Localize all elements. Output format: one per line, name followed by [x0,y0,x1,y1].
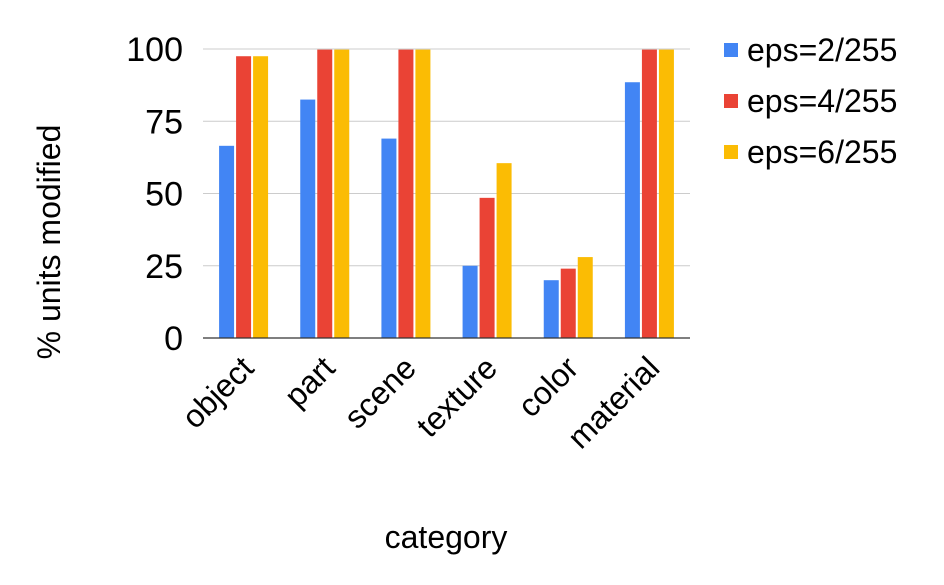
y-axis-ticks: 0 25 50 75 100 [126,31,183,358]
bar-texture-series-3 [496,163,512,338]
legend-swatch [724,145,738,159]
y-tick-label: 25 [145,248,183,286]
bar-object-series-1 [219,145,235,338]
bar-color-series-2 [560,268,576,338]
bars [219,49,674,338]
x-tick-label: color [511,349,586,424]
bar-object-series-3 [253,56,269,338]
gridlines [203,48,690,267]
x-axis-title: category [385,519,508,555]
bar-object-series-2 [236,56,252,338]
y-tick-label: 50 [145,176,183,214]
y-tick-label: 100 [126,31,183,69]
legend-label: eps=6/255 [747,134,897,170]
bar-part-series-1 [300,99,316,338]
bar-part-series-3 [334,49,350,338]
bar-scene-series-3 [415,49,431,338]
bar-scene-series-1 [381,138,397,338]
bar-material-series-1 [624,82,640,338]
legend-swatch [724,43,738,57]
legend-label: eps=2/255 [747,32,897,68]
legend-swatch [724,94,738,108]
x-tick-label: part [277,349,342,414]
bar-material-series-2 [641,49,657,338]
bar-texture-series-2 [479,197,495,338]
x-tick-label: scene [337,349,423,435]
legend: eps=2/255 eps=4/255 eps=6/255 [724,32,897,170]
x-tick-label: object [175,349,261,435]
y-tick-label: 0 [164,320,183,358]
bar-material-series-3 [658,49,674,338]
legend-label: eps=4/255 [747,83,897,119]
y-tick-label: 75 [145,103,183,141]
bar-texture-series-1 [462,265,478,338]
bar-scene-series-2 [398,49,414,338]
bar-color-series-1 [543,280,559,338]
x-tick-label: texture [409,349,504,444]
x-tick-label: material [560,349,666,455]
y-axis-title: % units modified [31,125,67,360]
bar-part-series-2 [317,49,333,338]
bar-color-series-3 [577,257,593,338]
